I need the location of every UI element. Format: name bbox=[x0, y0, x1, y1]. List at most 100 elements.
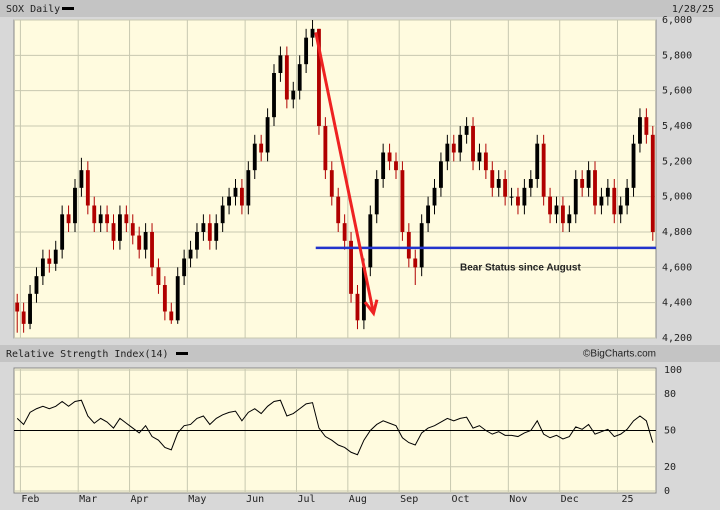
candle-body bbox=[220, 205, 225, 224]
candle-body bbox=[394, 161, 398, 171]
candle-body bbox=[419, 223, 424, 268]
legend-icon bbox=[62, 7, 74, 10]
candle-body bbox=[47, 258, 52, 264]
candle-body bbox=[342, 223, 347, 241]
x-tick-label: 25 bbox=[621, 494, 633, 505]
candle-body bbox=[586, 170, 591, 188]
y-tick-label: 80 bbox=[664, 389, 676, 400]
candle-body bbox=[118, 214, 122, 241]
candle-body bbox=[458, 134, 463, 153]
candle-body bbox=[323, 126, 328, 171]
x-tick-label: Feb bbox=[21, 494, 39, 505]
candle-body bbox=[528, 179, 533, 188]
candle-body bbox=[503, 179, 508, 197]
candle-body bbox=[638, 117, 642, 144]
y-tick-label: 5,400 bbox=[662, 121, 692, 132]
x-tick-label: Jun bbox=[246, 494, 264, 505]
candle-body bbox=[252, 143, 257, 171]
chart-date: 1/28/25 bbox=[672, 4, 714, 15]
candle-body bbox=[278, 55, 283, 73]
candle-body bbox=[85, 170, 90, 206]
candle-body bbox=[143, 232, 148, 250]
y-tick-label: 100 bbox=[664, 365, 682, 376]
candle-body bbox=[535, 143, 540, 179]
candle-body bbox=[28, 293, 32, 324]
candle-body bbox=[599, 196, 604, 206]
candle-body bbox=[137, 235, 142, 250]
x-tick-label: Mar bbox=[79, 494, 97, 505]
candle-body bbox=[522, 187, 527, 206]
candle-body bbox=[98, 214, 103, 224]
x-tick-label: Aug bbox=[349, 494, 367, 505]
candle-body bbox=[554, 205, 559, 215]
chart-title: SOX Daily bbox=[6, 4, 60, 15]
candle-body bbox=[239, 187, 244, 206]
candle-body bbox=[413, 258, 418, 268]
candle-body bbox=[162, 285, 167, 312]
candle-body bbox=[15, 302, 20, 312]
candle-body bbox=[297, 64, 302, 91]
y-tick-label: 4,600 bbox=[662, 262, 692, 273]
candle-body bbox=[625, 187, 630, 206]
candle-body bbox=[207, 223, 212, 241]
candle-body bbox=[188, 249, 193, 259]
arrow-head bbox=[363, 299, 379, 317]
candle-body bbox=[612, 187, 617, 215]
candle-body bbox=[426, 205, 431, 224]
candle-body bbox=[451, 143, 456, 153]
candle-body bbox=[631, 143, 636, 188]
x-tick-label: Jul bbox=[297, 494, 315, 505]
candle-body bbox=[73, 187, 77, 224]
candle-body bbox=[644, 117, 649, 135]
candle-body bbox=[317, 28, 321, 126]
y-tick-label: 5,000 bbox=[662, 192, 692, 203]
candle-body bbox=[111, 223, 116, 241]
y-tick-label: 5,800 bbox=[662, 50, 692, 61]
candle-body bbox=[490, 170, 495, 188]
candle-body bbox=[406, 232, 411, 259]
candle-body bbox=[516, 196, 520, 206]
rsi-title: Relative Strength Index(14) bbox=[6, 349, 169, 360]
legend-icon bbox=[176, 352, 188, 355]
x-tick-label: Sep bbox=[400, 494, 418, 505]
y-tick-label: 0 bbox=[664, 486, 670, 497]
candle-body bbox=[471, 126, 475, 162]
candle-body bbox=[374, 179, 379, 215]
candle-body bbox=[201, 223, 206, 232]
candle-body bbox=[381, 152, 386, 179]
header-bar bbox=[0, 0, 720, 17]
candle-body bbox=[156, 267, 161, 285]
credit: ©BigCharts.com bbox=[583, 349, 656, 360]
candle-body bbox=[92, 205, 97, 224]
candle-body bbox=[53, 249, 58, 264]
candle-body bbox=[246, 170, 251, 206]
candle-body bbox=[483, 152, 488, 171]
candle-body bbox=[169, 311, 174, 321]
candle-body bbox=[387, 152, 392, 162]
rsi-line bbox=[16, 399, 654, 456]
y-tick-label: 50 bbox=[664, 426, 676, 437]
candle-body bbox=[361, 267, 366, 321]
rsi-header-bar bbox=[0, 345, 720, 362]
candle-body bbox=[310, 28, 315, 38]
candle-body bbox=[355, 293, 360, 321]
candle-body bbox=[259, 143, 264, 153]
candle-body bbox=[175, 276, 180, 321]
y-tick-label: 6,000 bbox=[662, 15, 692, 26]
candle-body bbox=[214, 223, 219, 241]
annotation: Bear Status since August bbox=[460, 263, 581, 274]
candle-body bbox=[291, 90, 296, 100]
y-tick-label: 5,600 bbox=[662, 86, 692, 97]
candle-body bbox=[150, 232, 154, 268]
y-tick-label: 4,400 bbox=[662, 298, 692, 309]
candle-body bbox=[34, 276, 39, 294]
candle-body bbox=[195, 232, 199, 250]
candle-body bbox=[605, 187, 610, 197]
candle-body bbox=[304, 37, 309, 65]
y-tick-label: 4,200 bbox=[662, 333, 692, 344]
price-panel bbox=[13, 19, 657, 339]
candle-body bbox=[227, 196, 231, 206]
candle-body bbox=[567, 214, 572, 224]
candle-body bbox=[272, 73, 276, 118]
